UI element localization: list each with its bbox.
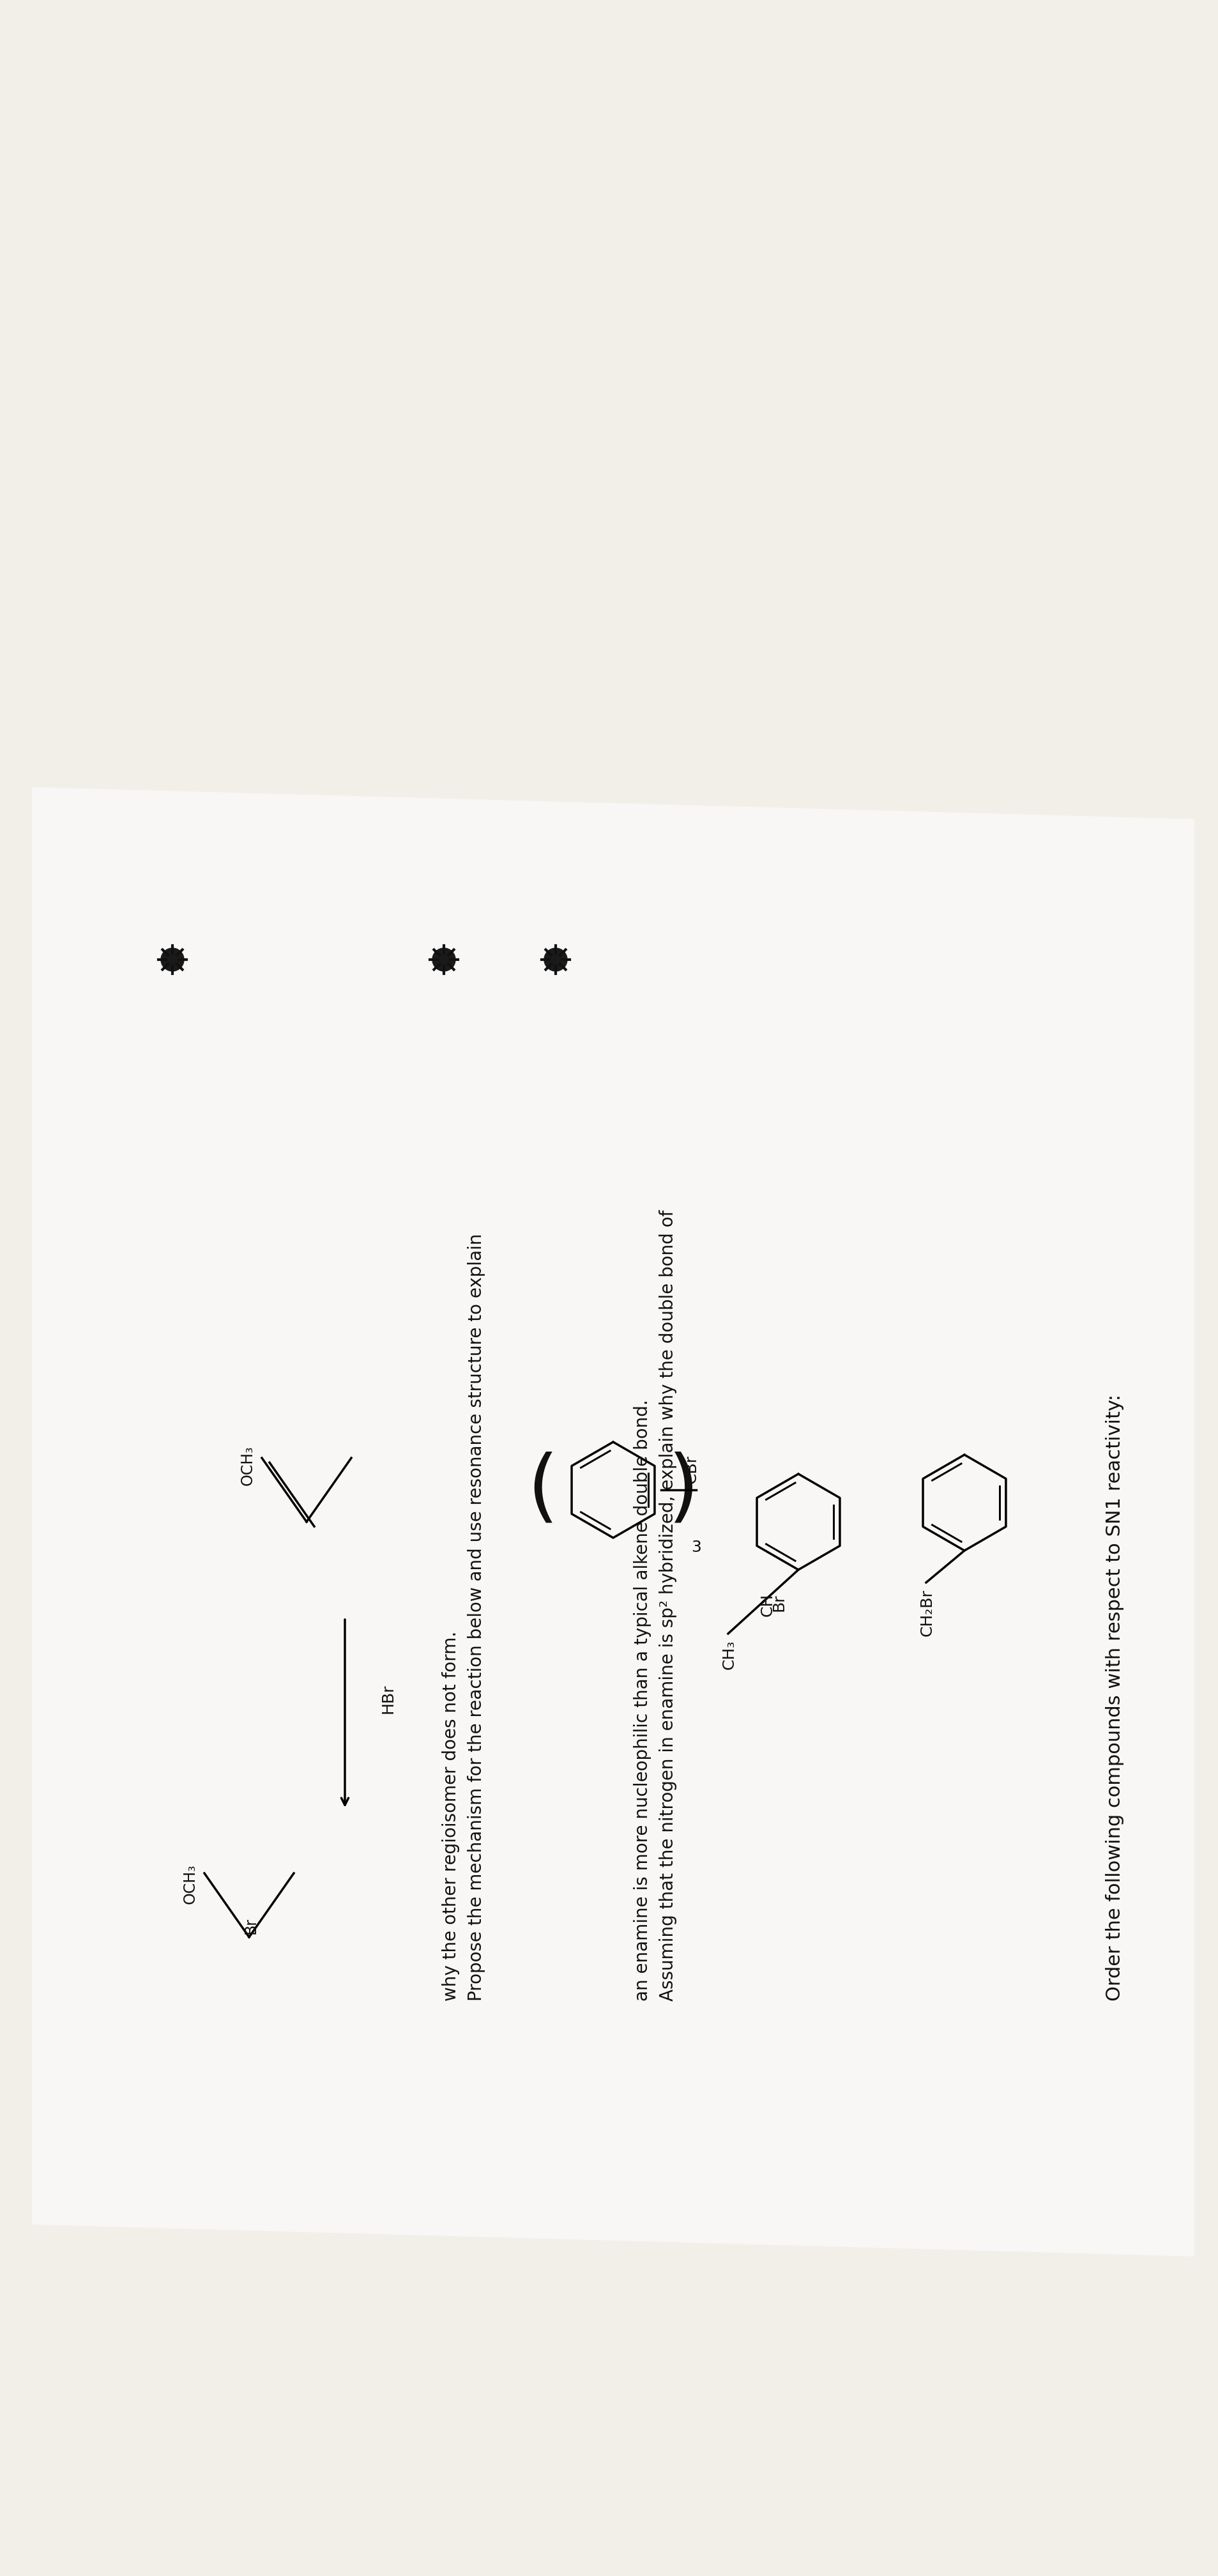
Text: 3: 3 — [691, 1540, 700, 1556]
Text: an enamine is more nucleophilic than a typical alkene double bond.: an enamine is more nucleophilic than a t… — [633, 1399, 652, 2002]
Text: Assuming that the nitrogen in enamine is sp² hybridized, explain why the double : Assuming that the nitrogen in enamine is… — [659, 1211, 677, 2002]
Text: Br: Br — [771, 1595, 787, 1610]
Text: Br: Br — [244, 1917, 258, 1935]
Circle shape — [161, 948, 184, 971]
Circle shape — [432, 948, 456, 971]
Text: Order the following compounds with respect to SN1 reactivity:: Order the following compounds with respe… — [1105, 1394, 1123, 2002]
Text: OCH₃: OCH₃ — [240, 1445, 256, 1486]
Text: CBr: CBr — [683, 1455, 699, 1484]
Text: CH₃: CH₃ — [721, 1641, 737, 1669]
Text: CH₂Br: CH₂Br — [920, 1589, 934, 1636]
Text: ): ) — [667, 1450, 699, 1528]
Text: OCH₃: OCH₃ — [183, 1862, 197, 1904]
Polygon shape — [32, 788, 1194, 2257]
Text: Propose the mechanism for the reaction below and use resonance structure to expl: Propose the mechanism for the reaction b… — [468, 1234, 485, 2002]
Text: why the other regioisomer does not form.: why the other regioisomer does not form. — [442, 1631, 459, 2002]
Circle shape — [544, 948, 566, 971]
Text: (: ( — [527, 1450, 558, 1528]
Text: CH: CH — [760, 1595, 775, 1618]
Text: HBr: HBr — [380, 1685, 396, 1713]
